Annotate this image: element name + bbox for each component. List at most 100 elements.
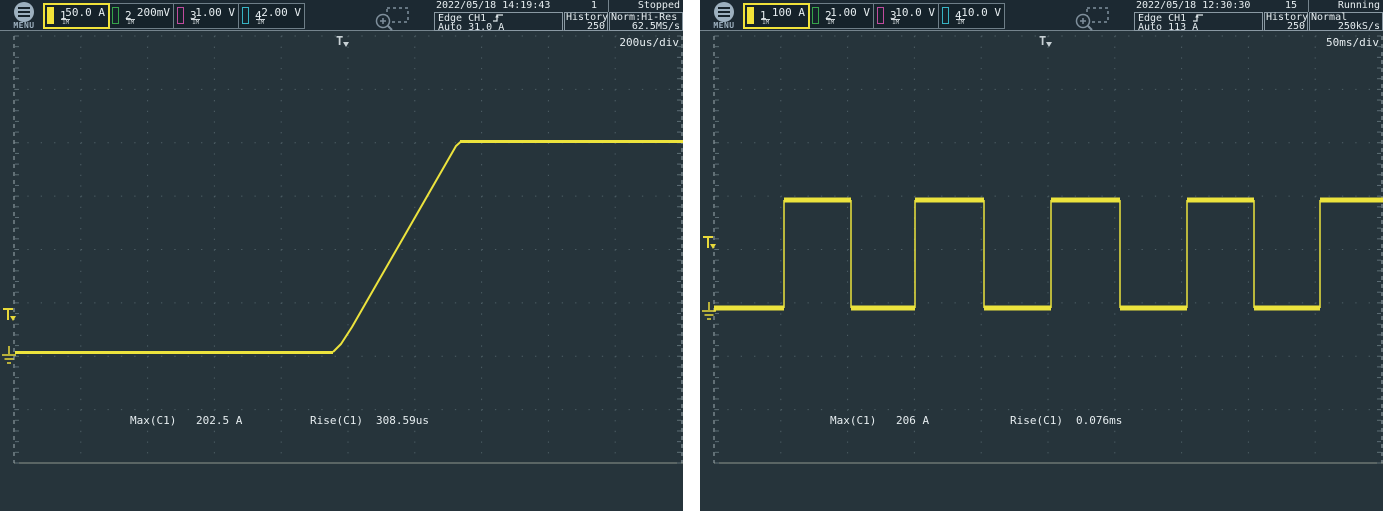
channel-4-cell[interactable]: 4 1M 10.0 V: [939, 4, 1004, 28]
divider: [608, 0, 609, 12]
trigger-level-icon: [710, 244, 716, 249]
trigger-info-box[interactable]: Edge CH1 Auto 31.0 A: [434, 12, 563, 33]
waveform-display: 200us/div T Max(C1) 202.5 A Rise(C1) 308…: [0, 31, 683, 511]
menu-label: MENU: [13, 21, 35, 30]
acquisition-mode-box[interactable]: Normal 250kS/s: [1309, 12, 1383, 32]
hamburger-menu-icon: [714, 2, 734, 22]
channel-scale-value: 10.0 V: [961, 6, 1001, 19]
measurement-label: Max(C1): [130, 414, 177, 427]
sample-rate: 250kS/s: [1337, 21, 1380, 32]
menu-button[interactable]: MENU: [705, 2, 743, 30]
channel-1-cell[interactable]: 1 1M 100 A: [743, 3, 810, 29]
channel-3-color-indicator: [177, 7, 184, 24]
acquisition-count: 15: [1284, 0, 1297, 11]
menu-label: MENU: [713, 21, 735, 30]
zoom-search-button[interactable]: [368, 6, 410, 35]
trigger-type: Edge CH1: [438, 13, 487, 24]
channel-3-cell[interactable]: 3 1M 1.00 V: [174, 4, 239, 28]
channel-number: 1: [760, 9, 767, 22]
channel-scale-value: 50.0 A: [65, 6, 105, 19]
trigger-level: Auto 113 A: [1138, 22, 1199, 33]
trigger-info-box[interactable]: Edge CH1 Auto 113 A: [1134, 12, 1263, 33]
measurement-value: 202.5 A: [196, 414, 243, 427]
sample-rate: 62.5MS/s: [631, 21, 680, 32]
history-value: 250: [1286, 21, 1305, 32]
channel-scale-value: 2.00 V: [261, 6, 301, 19]
history-box[interactable]: History 250: [1264, 12, 1309, 32]
channel-1-color-indicator: [747, 7, 754, 24]
channel-1-trace: [332, 140, 462, 353]
coupling-impedance-icon: 1M: [191, 19, 201, 26]
channel-2-cell[interactable]: 2 1M 1.00 V: [809, 4, 874, 28]
scope-header: MENU 1 1M 100 A 2 1M 1.00 V 3: [700, 0, 1383, 33]
coupling-impedance-icon: 1M: [826, 19, 836, 26]
channel-4-cell[interactable]: 4 1M 2.00 V: [239, 4, 304, 28]
channel-number: 1: [60, 9, 67, 22]
waveform-plot: [702, 35, 1383, 464]
hamburger-menu-icon: [14, 2, 34, 22]
scope-header: MENU 1 1M 50.0 A 2 1M 200mV 3: [0, 0, 683, 33]
measurement-value: 0.076ms: [1076, 414, 1123, 427]
waveform-display: 50ms/div T Max(C1) 206 A Rise(C1) 0.076m…: [700, 31, 1383, 511]
measurement-value: 308.59us: [376, 414, 429, 427]
magnifier-plus-icon: [1075, 7, 1109, 31]
channel-2-color-indicator: [812, 7, 819, 24]
acquisition-mode-box[interactable]: Norm:Hi-Res 62.5MS/s: [609, 12, 683, 32]
run-state: Stopped: [637, 0, 680, 11]
history-label: History: [1266, 12, 1309, 23]
channel-scale-value: 1.00 V: [195, 6, 235, 19]
history-value: 250: [586, 21, 605, 32]
trigger-level: Auto 31.0 A: [438, 22, 505, 33]
channel-2-cell[interactable]: 2 1M 200mV: [109, 4, 174, 28]
channel-4-color-indicator: [942, 7, 949, 24]
measurement-value: 206 A: [896, 414, 930, 427]
channel-1-color-indicator: [47, 7, 54, 24]
datetime: 2022/05/18 12:30:30: [1136, 0, 1251, 11]
zoom-search-button[interactable]: [1068, 6, 1110, 35]
history-box[interactable]: History 250: [564, 12, 609, 32]
trigger-position-marker[interactable]: T: [1039, 35, 1053, 47]
channel-2-color-indicator: [112, 7, 119, 24]
timebase-readout: 50ms/div: [1326, 36, 1379, 49]
channel-3-color-indicator: [877, 7, 884, 24]
rising-edge-icon: [493, 14, 504, 22]
menu-button[interactable]: MENU: [5, 2, 43, 30]
coupling-impedance-icon: 1M: [256, 19, 266, 26]
acquisition-count: 1: [590, 0, 597, 11]
right-oscilloscope-panel: MENU 1 1M 100 A 2 1M 1.00 V 3: [700, 0, 1383, 511]
channel-scale-value: 1.00 V: [830, 6, 870, 19]
acquisition-mode: Normal: [1311, 12, 1348, 23]
waveform-plot: [2, 35, 683, 464]
channel-number: 3: [890, 9, 897, 22]
coupling-impedance-icon: 1M: [956, 19, 966, 26]
trigger-position-marker[interactable]: T: [336, 35, 350, 47]
coupling-impedance-icon: 1M: [61, 19, 71, 26]
history-label: History: [566, 12, 609, 23]
measurement-label: Rise(C1): [310, 414, 363, 427]
channel-number: 2: [825, 9, 832, 22]
rising-edge-icon: [1193, 14, 1204, 22]
channel-strip: 1 1M 50.0 A 2 1M 200mV 3 1M 1.00 V: [43, 3, 305, 29]
datetime: 2022/05/18 14:19:43: [436, 0, 551, 11]
coupling-impedance-icon: 1M: [761, 19, 771, 26]
magnifier-plus-icon: [375, 7, 409, 31]
channel-scale-value: 10.0 V: [895, 6, 935, 19]
channel-1-cell[interactable]: 1 1M 50.0 A: [43, 3, 110, 29]
acquisition-mode: Norm:Hi-Res: [611, 12, 678, 23]
measurement-label: Max(C1): [830, 414, 877, 427]
channel-scale-value: 200mV: [136, 6, 170, 19]
trigger-level-icon: [10, 316, 16, 321]
channel-scale-value: 100 A: [771, 6, 805, 19]
left-oscilloscope-panel: MENU 1 1M 50.0 A 2 1M 200mV 3: [0, 0, 683, 511]
trigger-type: Edge CH1: [1138, 13, 1187, 24]
run-state: Running: [1337, 0, 1380, 11]
coupling-impedance-icon: 1M: [126, 19, 136, 26]
channel-3-cell[interactable]: 3 1M 10.0 V: [874, 4, 939, 28]
channel-number: 3: [190, 9, 197, 22]
channel-strip: 1 1M 100 A 2 1M 1.00 V 3 1M 10.0 V: [743, 3, 1005, 29]
channel-number: 4: [955, 9, 962, 22]
measurement-label: Rise(C1): [1010, 414, 1063, 427]
channel-number: 2: [125, 9, 132, 22]
channel-number: 4: [255, 9, 262, 22]
